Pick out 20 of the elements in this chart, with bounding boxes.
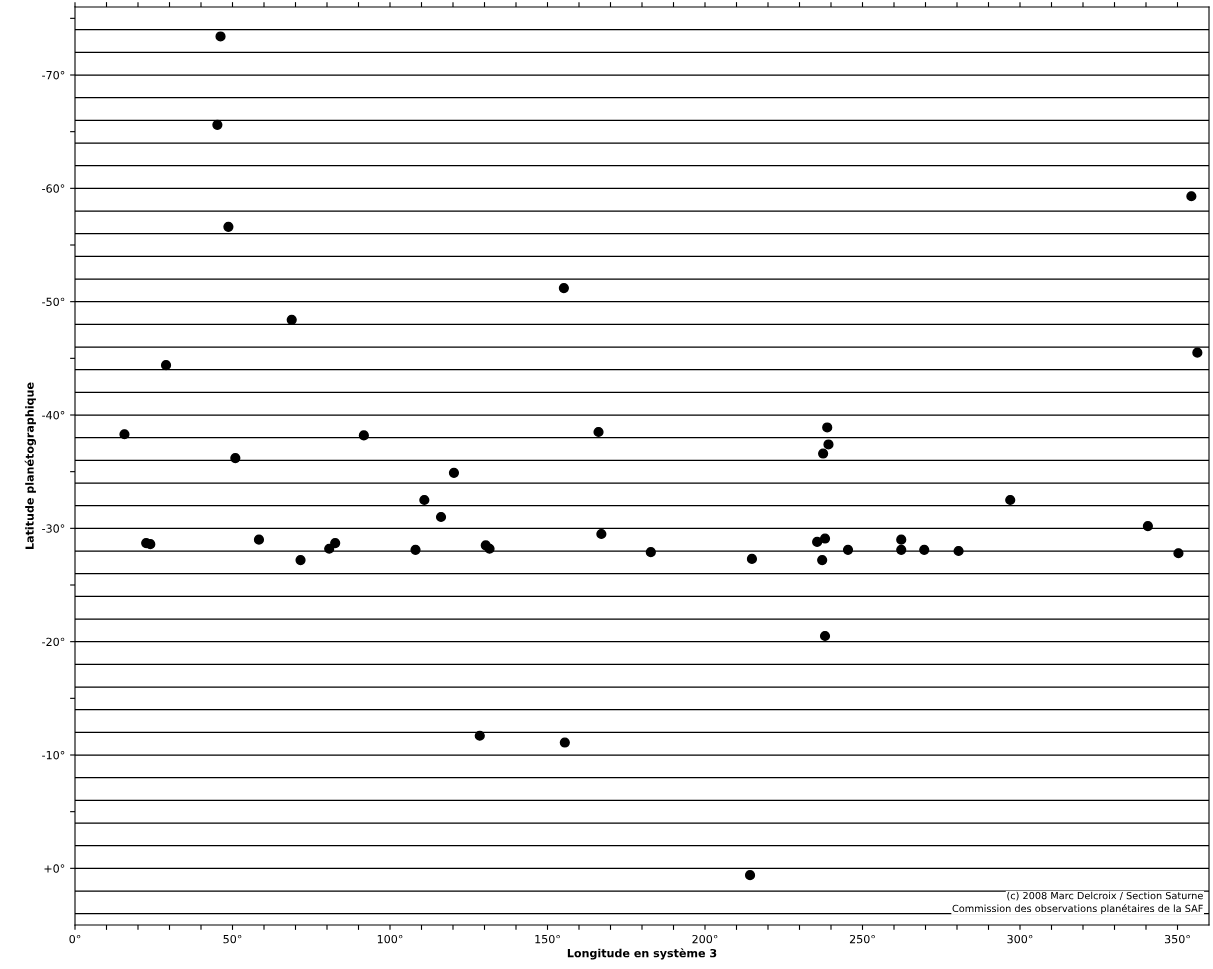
y-tick-label: -70° bbox=[42, 70, 65, 80]
annotation: Commission des observations planétaires de la SAF bbox=[952, 904, 1203, 914]
x-tick-label: 50° bbox=[223, 934, 242, 944]
y-tick-label: -10° bbox=[42, 750, 65, 760]
y-tick-label: +0° bbox=[44, 864, 65, 873]
x-tick-label: 300° bbox=[1007, 934, 1033, 944]
x-tick-label: 200° bbox=[692, 934, 718, 944]
annotation: (c) 2008 Marc Delcroix / Section Saturne bbox=[1007, 891, 1203, 901]
x-tick-label: 150° bbox=[535, 934, 560, 944]
y-tick-label: -50° bbox=[42, 297, 65, 307]
x-tick-label: 350° bbox=[1164, 934, 1190, 944]
y-tick-label: -20° bbox=[42, 637, 65, 647]
x-tick-label: 0° bbox=[69, 934, 81, 944]
x-axis-title: Longitude en système 3 bbox=[567, 948, 717, 960]
x-tick-label: 100° bbox=[377, 934, 403, 944]
y-tick-label: -30° bbox=[42, 524, 65, 533]
y-axis-title: Latitude planétographique bbox=[24, 382, 37, 549]
y-tick-label: -60° bbox=[42, 184, 65, 193]
y-tick-label: -40° bbox=[42, 410, 65, 420]
x-tick-label: 250° bbox=[849, 934, 875, 944]
